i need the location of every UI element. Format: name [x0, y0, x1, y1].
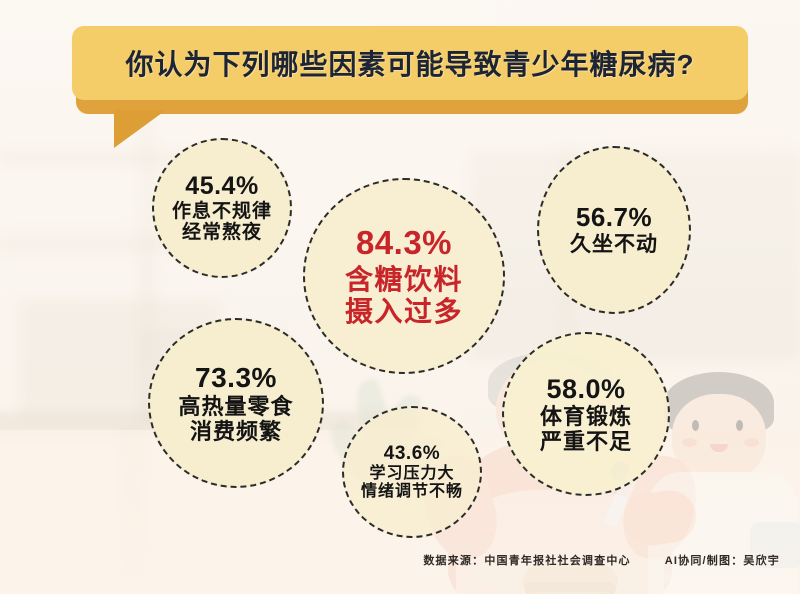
bubble-label-line1: 学习压力大	[369, 464, 455, 482]
bubble-disc	[152, 138, 292, 278]
page-title: 你认为下列哪些因素可能导致青少年糖尿病?	[125, 49, 695, 80]
bubble-percent: 73.3%	[195, 361, 277, 393]
stat-bubble-sedentary[interactable]: 56.7% 久坐不动	[537, 146, 691, 314]
bubble-percent: 56.7%	[575, 202, 653, 233]
stat-bubble-sugary-drinks[interactable]: 84.3% 含糖饮料 摄入过多	[303, 178, 505, 374]
bubble-disc	[148, 318, 324, 488]
author-credit-label: AI协同/制图：吴欣宇	[664, 555, 780, 567]
bubble-label-line1: 作息不规律	[171, 200, 272, 222]
bubble-percent: 45.4%	[185, 172, 259, 201]
bubble-disc	[502, 332, 670, 496]
bubble-disc	[537, 146, 691, 314]
bubble-percent: 58.0%	[546, 373, 626, 404]
banner-ribbon-tail	[114, 110, 166, 148]
bubble-percent: 43.6%	[383, 442, 441, 464]
bubble-label-line1: 体育锻炼	[539, 404, 632, 430]
bubble-label-line2: 经常熬夜	[181, 222, 262, 244]
bubble-text: 84.3% 含糖饮料 摄入过多	[345, 224, 463, 327]
bubble-label-line2: 消费频繁	[189, 418, 282, 444]
stat-bubble-snacks[interactable]: 73.3% 高热量零食 消费频繁	[148, 318, 324, 488]
stat-bubble-exercise[interactable]: 58.0% 体育锻炼 严重不足	[502, 332, 670, 496]
bubble-disc	[303, 178, 505, 374]
bubble-text: 73.3% 高热量零食 消费频繁	[178, 362, 293, 444]
data-source-label: 数据来源：中国青年报社社会调查中心	[423, 555, 631, 567]
bubble-text: 43.6% 学习压力大 情绪调节不畅	[361, 443, 463, 501]
bubble-label-line2: 情绪调节不畅	[360, 482, 463, 500]
title-banner: 你认为下列哪些因素可能导致青少年糖尿病?	[72, 26, 752, 148]
bubble-label-line1: 久坐不动	[570, 232, 658, 256]
bubble-percent: 84.3%	[355, 224, 453, 262]
footer-credits: 数据来源：中国青年报社社会调查中心 AI协同/制图：吴欣宇	[0, 552, 790, 568]
bubble-text: 58.0% 体育锻炼 严重不足	[540, 374, 632, 455]
bubble-label-line2: 严重不足	[539, 429, 632, 455]
stat-bubble-study-stress[interactable]: 43.6% 学习压力大 情绪调节不畅	[342, 406, 482, 538]
bubble-text: 56.7% 久坐不动	[570, 203, 658, 257]
banner-face: 你认为下列哪些因素可能导致青少年糖尿病?	[72, 26, 748, 100]
bubble-label-line1: 含糖饮料	[344, 263, 463, 295]
bubble-label-line2: 摄入过多	[344, 295, 463, 327]
bubble-text: 45.4% 作息不规律 经常熬夜	[172, 172, 272, 244]
stat-bubble-sleep[interactable]: 45.4% 作息不规律 经常熬夜	[152, 138, 292, 278]
bubble-disc	[342, 406, 482, 538]
bubble-label-line1: 高热量零食	[178, 393, 294, 419]
